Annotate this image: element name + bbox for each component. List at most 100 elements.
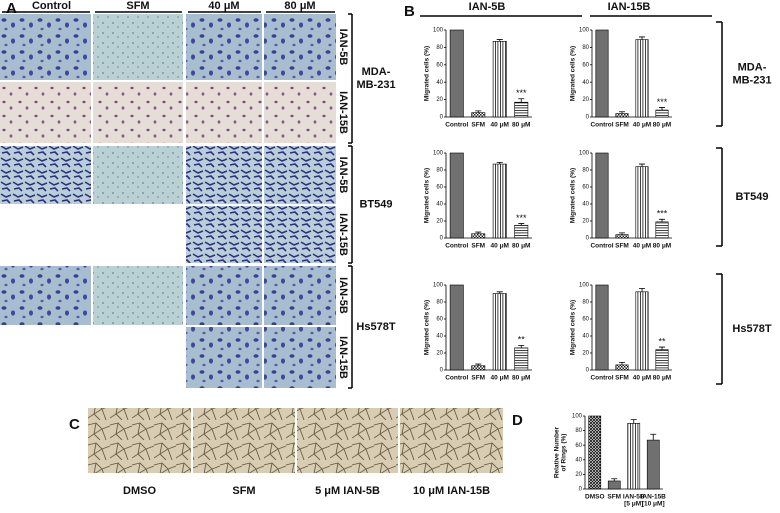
x-tick-label: 80 μM — [653, 122, 671, 129]
micrograph — [0, 146, 91, 204]
y-tick-label: 100 — [579, 28, 590, 34]
significance-label: *** — [657, 209, 668, 219]
y-tick-label: 0 — [440, 236, 444, 242]
error-bar — [659, 107, 665, 111]
x-tick-label: SFM — [607, 494, 621, 501]
image-label: 10 μM IAN-15B — [413, 485, 490, 497]
column-header: SFM — [126, 0, 149, 12]
error-bar — [496, 291, 503, 294]
cell-line-label: MDA-MB-231 — [732, 61, 771, 86]
micrograph — [297, 408, 398, 473]
x-tick-label: SFM — [615, 375, 629, 382]
error-bar — [619, 232, 625, 235]
error-bar — [639, 163, 645, 167]
row-label: IAN-5B — [337, 157, 349, 194]
error-bar — [639, 288, 645, 292]
micrograph — [264, 206, 336, 263]
y-tick-label: 20 — [436, 97, 443, 103]
cell-line-label: Hs578T — [732, 323, 771, 335]
column-header: Control — [32, 0, 71, 12]
bar — [607, 480, 621, 490]
y-axis-label: Migrated cells (%) — [570, 300, 577, 355]
cell-line-label: MDA-MB-231 — [356, 66, 395, 91]
bar — [492, 163, 507, 239]
micrograph — [93, 82, 183, 143]
x-tick-label: SFM — [615, 243, 629, 250]
error-bar — [496, 39, 503, 42]
panel-label: C — [69, 416, 80, 433]
y-tick-label: 100 — [572, 414, 583, 420]
x-tick-label: 40 μM — [491, 243, 509, 250]
y-tick-label: 0 — [586, 115, 590, 121]
x-tick-label: 80 μM — [653, 243, 671, 250]
bar — [449, 29, 464, 118]
panel-label: A — [6, 0, 17, 17]
y-tick-label: 60 — [582, 62, 589, 68]
x-tick-label: SFM — [471, 375, 485, 382]
y-tick-label: 80 — [582, 168, 589, 174]
significance-label: *** — [516, 213, 527, 223]
y-tick-label: 80 — [575, 428, 582, 434]
micrograph — [186, 266, 262, 325]
y-tick-label: 0 — [586, 236, 590, 242]
bar — [449, 284, 464, 371]
x-tick-label: 40 μM — [633, 375, 651, 382]
error-bar — [619, 111, 625, 114]
image-label: DMSO — [123, 485, 156, 497]
y-axis-label: Migrated cells (%) — [424, 46, 431, 101]
error-bar — [650, 433, 657, 441]
x-tick-label: 40 μM — [491, 375, 509, 382]
micrograph — [93, 146, 183, 204]
y-tick-label: 60 — [582, 185, 589, 191]
micrograph — [264, 82, 336, 143]
x-tick-label: 40 μM — [491, 122, 509, 129]
y-tick-label: 40 — [575, 457, 582, 463]
row-label: IAN-15B — [337, 91, 349, 134]
bar — [595, 29, 609, 118]
y-tick-label: 0 — [586, 368, 590, 374]
error-bar — [630, 419, 637, 424]
y-tick-label: 20 — [582, 219, 589, 225]
micrograph — [186, 146, 262, 204]
y-tick-label: 20 — [436, 219, 443, 225]
y-tick-label: 60 — [575, 443, 582, 449]
bar — [635, 166, 649, 239]
y-tick-label: 60 — [436, 62, 443, 68]
y-tick-label: 60 — [436, 185, 443, 191]
y-tick-label: 100 — [433, 151, 444, 157]
bar — [615, 113, 629, 118]
x-tick-label: Control — [445, 122, 468, 129]
image-label: SFM — [232, 485, 255, 497]
bar — [514, 224, 529, 239]
y-tick-label: 60 — [436, 317, 443, 323]
x-tick-label: IAN-5B [5 μM] — [623, 493, 645, 507]
error-bar — [611, 478, 618, 481]
y-tick-label: 80 — [582, 300, 589, 306]
error-bar — [659, 218, 665, 222]
micrograph — [88, 408, 191, 473]
micrograph — [0, 82, 91, 143]
row-label: IAN-15B — [337, 336, 349, 379]
panel-label: B — [404, 3, 415, 20]
y-axis-label: Migrated cells (%) — [570, 168, 577, 223]
x-tick-label: SFM — [471, 122, 485, 129]
y-tick-label: 80 — [582, 45, 589, 51]
cell-line-label: BT549 — [359, 198, 392, 210]
bar — [471, 233, 486, 239]
error-bar — [619, 361, 625, 365]
x-tick-label: SFM — [615, 122, 629, 129]
significance-label: *** — [516, 88, 527, 98]
bar — [595, 284, 609, 371]
x-tick-label: 80 μM — [653, 375, 671, 382]
bar — [595, 152, 609, 239]
x-tick-label: 80 μM — [512, 243, 530, 250]
y-axis-label: Migrated cells (%) — [424, 168, 431, 223]
micrograph — [400, 408, 503, 473]
y-tick-label: 80 — [436, 168, 443, 174]
y-axis-label: Migrated cells (%) — [424, 300, 431, 355]
column-header: 40 μM — [208, 0, 239, 12]
micrograph — [93, 266, 183, 325]
bar — [615, 234, 629, 239]
bar — [514, 347, 529, 371]
